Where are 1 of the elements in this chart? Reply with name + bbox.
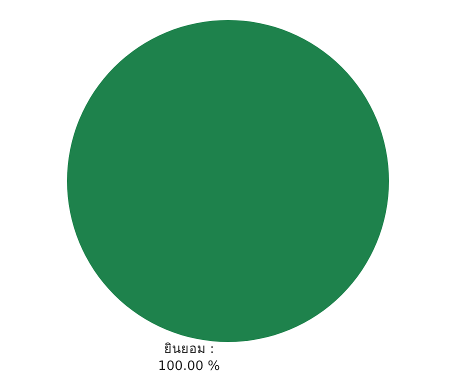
slice-label: ยินยอม : 100.00 % xyxy=(158,342,220,374)
